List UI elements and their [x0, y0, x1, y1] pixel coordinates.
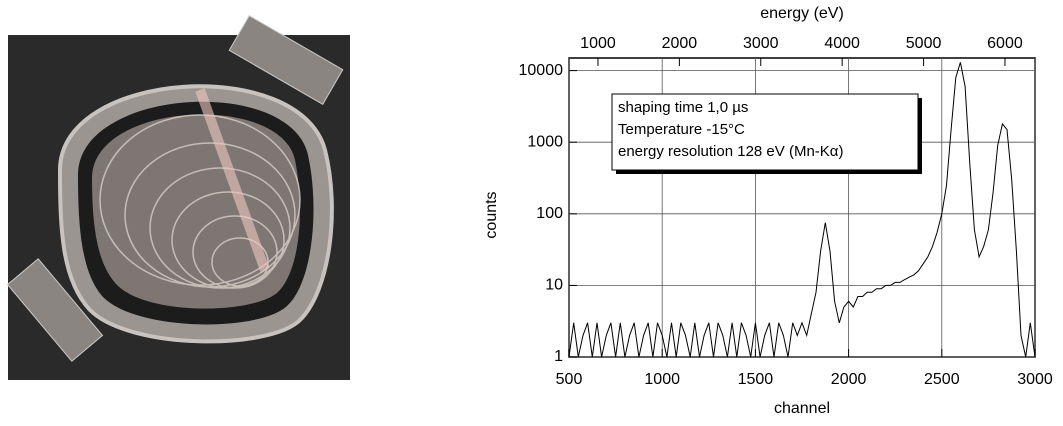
x2-tick-label: 6000: [987, 35, 1023, 52]
x-tick-label: 3000: [1017, 371, 1053, 388]
annotation-frame: [611, 93, 919, 171]
y-tick-label: 1000: [527, 133, 563, 150]
y-tick-label: 1: [554, 348, 563, 365]
annotation-text: energy resolution 128 eV (Mn-Kα): [618, 143, 843, 160]
annotation-box: shaping time 1,0 µs Temperature -15°C ener…: [611, 93, 922, 174]
y-tick-label: 100: [536, 205, 563, 222]
y-tick-label: 10000: [519, 62, 564, 79]
annotation-text: Temperature -15°C: [618, 121, 745, 138]
spectrum-line: [568, 62, 1036, 358]
x2-tick-label: 3000: [743, 35, 779, 52]
detector-photo: [6, 14, 350, 380]
x2-tick-label: 1000: [580, 35, 616, 52]
annotation-text: shaping time 1,0 µs: [618, 99, 748, 116]
x-tick-label: 500: [556, 371, 583, 388]
x-axis-title: channel: [774, 400, 830, 417]
x-tick-label: 2000: [831, 371, 867, 388]
y-axis-title: counts: [483, 191, 500, 238]
x-tick-label: 1000: [644, 371, 680, 388]
x-tick-label: 1500: [738, 371, 774, 388]
x2-tick-label: 2000: [662, 35, 698, 52]
y-tick-label: 10: [545, 277, 563, 294]
x2-tick-label: 4000: [824, 35, 860, 52]
x2-axis-title: energy (eV): [760, 5, 844, 22]
x-tick-label: 2500: [924, 371, 960, 388]
x2-tick-label: 5000: [906, 35, 942, 52]
